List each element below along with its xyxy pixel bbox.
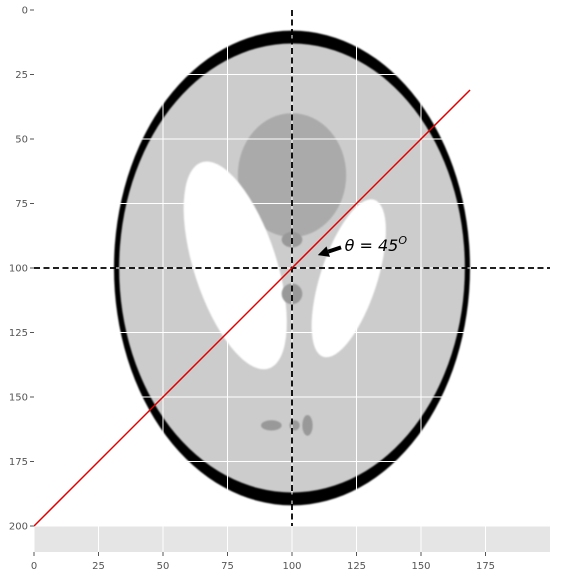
left-ventricle	[183, 161, 287, 370]
x-tick-label: 0	[31, 561, 37, 572]
x-tick-label: 175	[476, 561, 495, 572]
y-tick-label: 75	[15, 199, 28, 210]
y-tick-label: 200	[9, 522, 28, 533]
y-tick-label: 175	[9, 457, 28, 468]
y-tick-label: 150	[9, 393, 28, 404]
x-tick-label: 150	[411, 561, 430, 572]
x-tick-label: 100	[282, 561, 301, 572]
small-feature-3	[289, 420, 300, 431]
y-tick-label: 0	[22, 6, 28, 17]
small-feature-4	[302, 415, 313, 436]
x-axis-ticks: 0 25 50 75 100 125 150 175	[31, 552, 495, 572]
y-axis-ticks: 0 25 50 75 100 125 150 175 200	[9, 6, 34, 533]
x-tick-label: 125	[347, 561, 366, 572]
y-tick-label: 50	[15, 135, 28, 146]
angle-annotation: θ = 45O	[317, 234, 408, 257]
annotation-label: θ = 45O	[345, 234, 408, 255]
annotation-arrow-shaft	[327, 245, 342, 254]
x-tick-label: 50	[157, 561, 170, 572]
annotation-arrow-head	[317, 246, 330, 257]
red-line	[34, 89, 471, 527]
x-tick-label: 75	[221, 561, 234, 572]
small-feature-2	[261, 420, 282, 431]
y-tick-label: 125	[9, 328, 28, 339]
y-tick-label: 100	[9, 264, 28, 275]
plot-lines	[34, 10, 550, 527]
y-tick-label: 25	[15, 70, 28, 81]
right-ventricle	[311, 199, 386, 358]
x-tick-label: 25	[92, 561, 105, 572]
